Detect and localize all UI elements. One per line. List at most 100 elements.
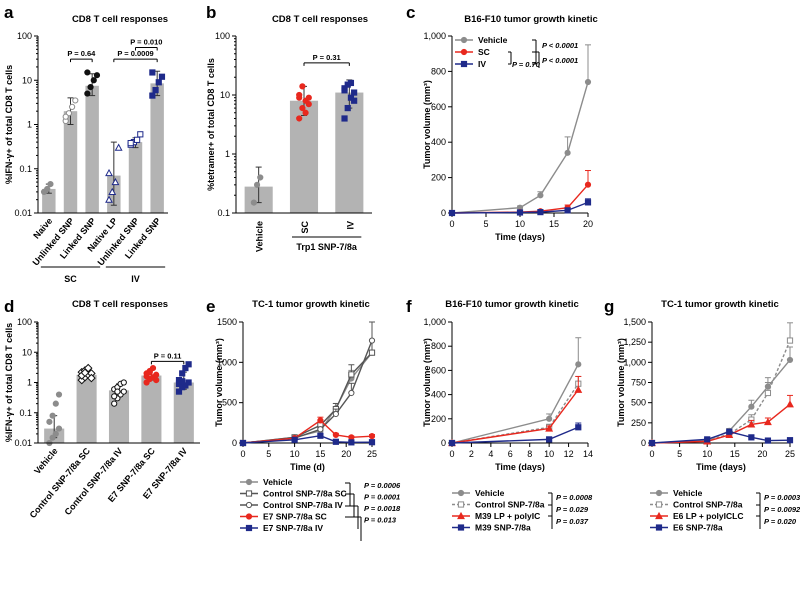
group-label-IV: IV [131, 274, 140, 284]
x-tick-label: 10 [544, 449, 554, 459]
y-tick-label: 200 [431, 414, 446, 424]
data-point-e-3 [332, 431, 339, 439]
p-value-e-2: P = 0.0018 [364, 504, 401, 513]
y-tick-label: 10 [22, 75, 32, 85]
data-point-c-2 [537, 209, 544, 216]
y-tick-label: 0.1 [217, 208, 230, 218]
x-tick-label: 20 [757, 449, 767, 459]
legend-marker-c-2 [460, 60, 468, 68]
data-point-d [120, 388, 127, 395]
y-tick-label: 500 [222, 398, 237, 408]
y-tick-label: 100 [17, 31, 32, 41]
data-point-e-1 [368, 349, 376, 356]
data-point-d [120, 379, 127, 386]
data-point-f-0 [546, 415, 553, 422]
data-point-a [84, 90, 91, 97]
y-tick-label: 100 [17, 317, 32, 327]
y-tick-label: 1 [225, 149, 230, 159]
p-value-f-2: P = 0.037 [556, 517, 589, 526]
data-point-d [49, 412, 56, 419]
data-point-d [153, 371, 160, 378]
data-point-a [84, 69, 91, 76]
y-tick-label: 400 [431, 137, 446, 147]
data-point-g-1 [764, 389, 772, 397]
p-value-f-1: P = 0.029 [556, 505, 589, 514]
category-label-b-2: IV [345, 221, 355, 230]
data-point-f-0 [575, 361, 582, 368]
y-tick-label: 0 [441, 208, 446, 218]
series-line-f-0 [451, 364, 579, 444]
data-point-f-2 [545, 424, 554, 432]
data-point-d [179, 378, 186, 385]
data-point-b [299, 104, 306, 112]
x-tick-label: 15 [315, 449, 325, 459]
data-point-c-0 [537, 192, 544, 199]
x-tick-label: 12 [564, 449, 574, 459]
data-point-a [127, 139, 134, 147]
data-point-g-2 [786, 400, 794, 408]
bar-b-2 [335, 92, 364, 213]
x-tick-label: 0 [449, 219, 454, 229]
y-axis-label-g: Tumor volume (mm³) [616, 338, 626, 427]
data-point-d [149, 364, 157, 372]
y-tick-label: 600 [431, 365, 446, 375]
data-point-d [185, 379, 192, 386]
y-tick-label: 200 [431, 173, 446, 183]
bar-a-5 [150, 83, 164, 213]
data-point-g-0 [748, 403, 755, 410]
y-tick-label: 1 [27, 378, 32, 388]
data-point-a [87, 84, 94, 91]
data-point-b [296, 115, 303, 122]
legend-label-c-1: SC [478, 47, 490, 57]
x-axis-label-c: Time (days) [495, 232, 545, 242]
legend-label-c-2: IV [478, 59, 486, 69]
y-tick-label: 10 [220, 90, 230, 100]
legend-marker-f-2 [457, 511, 465, 520]
panel-title-a: CD8 T cell responses [72, 14, 168, 25]
legend-label-e-1: Control SNP-7/8a SC [263, 489, 347, 499]
data-point-f-2 [574, 385, 583, 393]
data-point-a [158, 73, 166, 80]
data-point-g-0 [786, 356, 794, 364]
data-point-a [62, 113, 69, 120]
y-tick-label: 1,000 [423, 31, 446, 41]
category-label-b-0: Vehicle [255, 221, 265, 252]
p-value-label-a: P = 0.0009 [117, 49, 153, 58]
x-tick-label: 8 [527, 449, 532, 459]
data-point-d [143, 373, 150, 380]
data-point-d [153, 377, 160, 384]
data-point-g-3 [748, 434, 755, 441]
data-point-a [137, 131, 144, 138]
y-tick-label: 800 [431, 66, 446, 76]
data-point-e-2 [332, 410, 339, 418]
data-point-a [90, 77, 97, 84]
data-point-e-1 [348, 371, 355, 378]
data-point-a [111, 177, 120, 186]
data-point-b [299, 83, 306, 90]
data-point-b [341, 87, 348, 94]
x-tick-label: 20 [583, 219, 593, 229]
series-line-g-3 [651, 430, 791, 444]
legend-label-g-3: E6 SNP-7/8a [673, 523, 723, 533]
y-tick-label: 0 [441, 438, 446, 448]
y-tick-label: 0 [641, 438, 646, 448]
legend-label-f-2: M39 LP + polyIC [475, 511, 540, 521]
data-point-f-3 [575, 424, 582, 431]
p-value-f-0: P = 0.0008 [556, 493, 593, 502]
x-tick-label: 0 [649, 449, 654, 459]
legend-marker-g-2 [655, 511, 663, 520]
data-point-b [347, 79, 355, 87]
data-point-c-2 [584, 199, 592, 206]
p-value-g-1: P = 0.0092 [764, 505, 800, 514]
data-point-d [175, 388, 183, 395]
legend-label-e-2: Control SNP-7/8a IV [263, 500, 343, 510]
p-value-g-2: P = 0.020 [764, 517, 797, 526]
data-point-e-4 [348, 439, 355, 446]
data-point-d [182, 364, 189, 372]
data-point-a [108, 187, 117, 195]
x-axis-label-f: Time (days) [495, 462, 545, 472]
bar-a-4 [128, 142, 143, 213]
data-point-a [105, 195, 113, 203]
x-tick-label: 15 [730, 449, 740, 459]
bar-b-1 [289, 100, 319, 213]
